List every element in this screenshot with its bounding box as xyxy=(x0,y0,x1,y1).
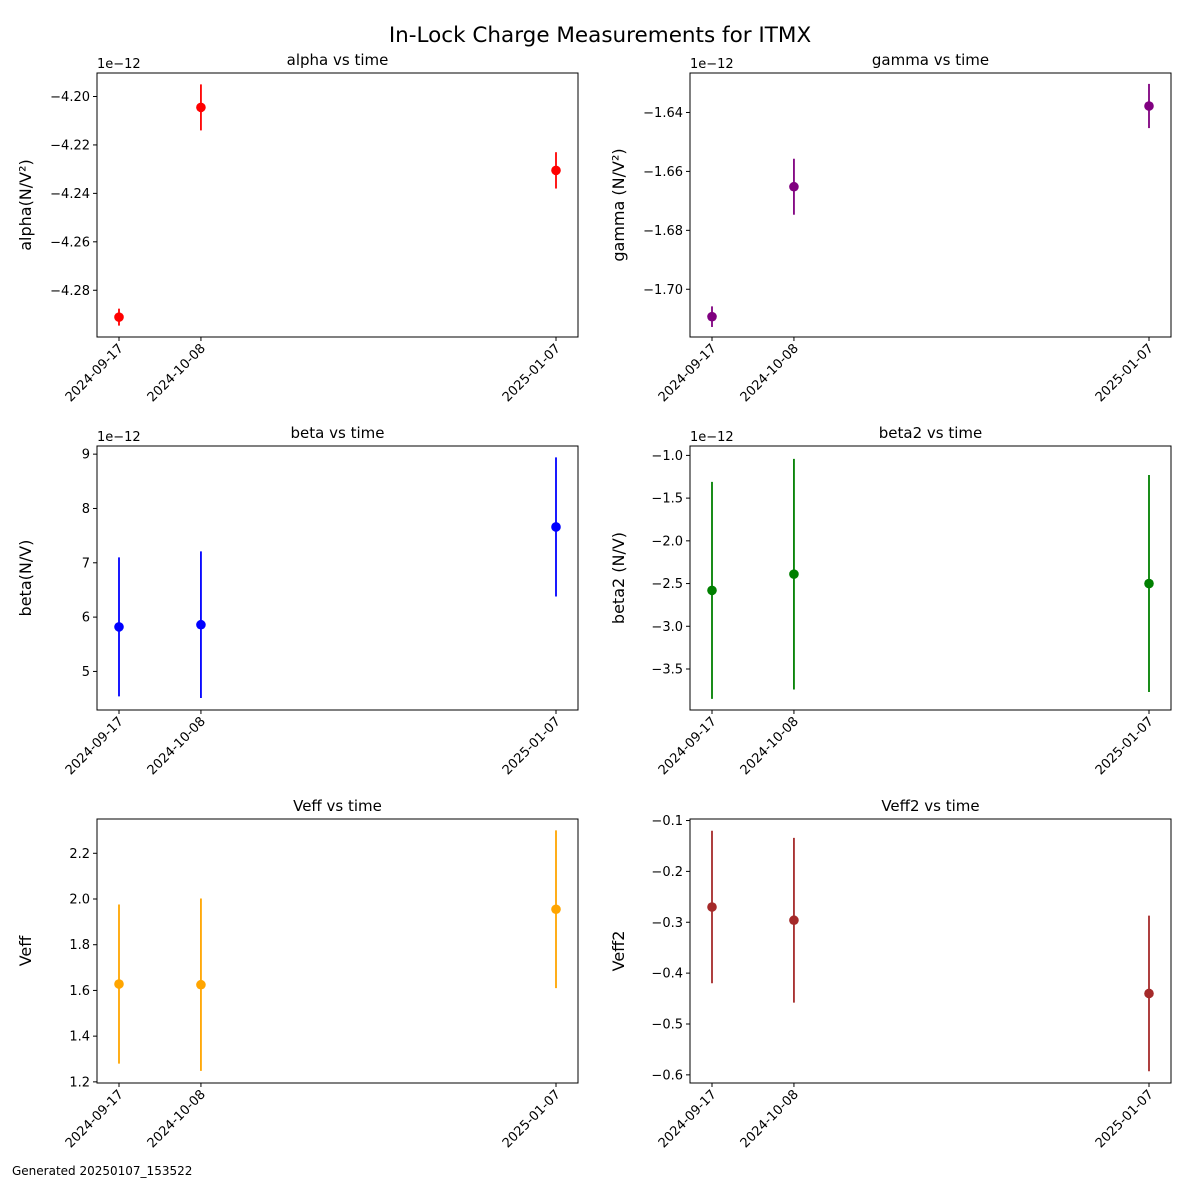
y-offset-label: 1e−12 xyxy=(97,430,141,445)
data-point xyxy=(789,569,799,579)
y-tick-label: 1.4 xyxy=(69,1030,90,1045)
x-tick-label: 2025-01-07 xyxy=(500,341,564,405)
data-point xyxy=(1144,988,1154,999)
subplot: gamma vs time gamma (N/V²) 1e−12 −1.70 −1.68… xyxy=(609,51,1172,405)
y-tick-label: −3.5 xyxy=(651,662,683,677)
subplot-title: Veff vs time xyxy=(293,797,382,815)
axes-frame xyxy=(689,818,1172,1084)
y-tick-label: −1.70 xyxy=(643,283,683,298)
x-tick-label: 2025-01-07 xyxy=(500,714,564,778)
axes-frame xyxy=(96,818,579,1084)
y-tick-label: −4.22 xyxy=(50,138,90,153)
y-axis-label: beta2 (N/V) xyxy=(609,532,628,624)
x-tick-label: 2024-10-08 xyxy=(145,714,209,778)
axes-frame xyxy=(689,72,1172,338)
y-offset-label: 1e−12 xyxy=(690,57,734,72)
x-tick-label: 2024-09-17 xyxy=(63,341,127,405)
subplot-title: gamma vs time xyxy=(872,51,989,69)
subplot-title: alpha vs time xyxy=(287,51,389,69)
y-tick-label: −0.1 xyxy=(651,814,683,829)
y-tick-label: −0.3 xyxy=(651,916,683,931)
y-tick-label: −2.5 xyxy=(651,577,683,592)
y-tick-label: 7 xyxy=(82,556,90,571)
y-tick-label: 9 xyxy=(82,448,90,463)
subplot: Veff vs time Veff 1.2 1.4 1.6 1.8 2.0 2.2 2024-0… xyxy=(16,797,579,1151)
data-point xyxy=(551,522,561,532)
y-tick-label: 2.2 xyxy=(69,847,90,862)
data-point xyxy=(196,619,206,630)
data-point xyxy=(551,904,561,915)
y-tick-label: −1.64 xyxy=(643,106,683,121)
y-tick-label: 5 xyxy=(82,665,90,680)
data-point xyxy=(707,585,717,596)
subplot: beta2 vs time beta2 (N/V) 1e−12 −3.5 −3.0 −2.… xyxy=(609,424,1172,778)
y-axis-label: Veff2 xyxy=(609,931,628,972)
data-point xyxy=(551,165,561,176)
axes-frame xyxy=(96,445,579,711)
data-point xyxy=(789,181,799,192)
subplot: Veff2 vs time Veff2 −0.6 −0.5 −0.4 −0.3 −0.2 −0… xyxy=(609,797,1172,1151)
y-axis-label: beta(N/V) xyxy=(16,540,35,617)
x-tick-label: 2025-01-07 xyxy=(1093,1087,1157,1151)
y-tick-label: −4.26 xyxy=(50,235,90,250)
x-tick-label: 2025-01-07 xyxy=(1093,714,1157,778)
subplot-title: Veff2 vs time xyxy=(881,797,979,815)
data-point xyxy=(114,312,124,322)
x-tick-label: 2024-09-17 xyxy=(656,1087,720,1151)
x-tick-label: 2024-10-08 xyxy=(145,341,209,405)
subplot-title: beta2 vs time xyxy=(879,424,982,442)
y-tick-label: −1.5 xyxy=(651,492,683,507)
y-tick-label: 8 xyxy=(82,502,90,517)
y-tick-label: 6 xyxy=(82,611,90,626)
data-point xyxy=(789,915,799,926)
x-tick-label: 2025-01-07 xyxy=(500,1087,564,1151)
y-axis-label: gamma (N/V²) xyxy=(609,148,628,261)
y-tick-label: −4.28 xyxy=(50,284,90,299)
axes-frame xyxy=(96,72,579,338)
subplot: beta vs time beta(N/V) 1e−12 5 6 7 8 9 2024-09-1… xyxy=(16,424,579,778)
x-tick-label: 2024-09-17 xyxy=(63,1087,127,1151)
data-point xyxy=(1144,101,1154,111)
data-point xyxy=(1144,578,1154,589)
x-tick-label: 2024-10-08 xyxy=(145,1087,209,1151)
y-tick-label: −4.20 xyxy=(50,90,90,105)
y-tick-label: −1.68 xyxy=(643,224,683,239)
data-point xyxy=(196,979,206,990)
y-tick-label: 1.8 xyxy=(69,938,90,953)
y-offset-label: 1e−12 xyxy=(97,57,141,72)
y-tick-label: −0.6 xyxy=(651,1068,683,1083)
data-point xyxy=(114,979,124,989)
x-tick-label: 2025-01-07 xyxy=(1093,341,1157,405)
y-tick-label: −0.4 xyxy=(651,967,683,982)
x-tick-label: 2024-09-17 xyxy=(656,341,720,405)
y-tick-label: 1.6 xyxy=(69,984,90,999)
subplot: alpha vs time alpha(N/V²) 1e−12 −4.28 −4.26 −… xyxy=(16,51,579,405)
generated-footer: Generated 20250107_153522 xyxy=(12,1164,193,1178)
data-point xyxy=(196,102,206,113)
y-offset-label: 1e−12 xyxy=(690,430,734,445)
x-tick-label: 2024-10-08 xyxy=(738,714,802,778)
y-tick-label: −0.2 xyxy=(651,865,683,880)
y-tick-label: −1.0 xyxy=(651,449,683,464)
x-tick-label: 2024-09-17 xyxy=(656,714,720,778)
y-tick-label: −1.66 xyxy=(643,165,683,180)
data-point xyxy=(114,622,124,632)
y-axis-label: Veff xyxy=(16,935,35,967)
y-tick-label: −0.5 xyxy=(651,1017,683,1032)
y-tick-label: −3.0 xyxy=(651,620,683,635)
subplot-title: beta vs time xyxy=(291,424,385,442)
y-tick-label: 2.0 xyxy=(69,893,90,908)
y-tick-label: −4.24 xyxy=(50,187,90,202)
data-point xyxy=(707,902,717,912)
y-axis-label: alpha(N/V²) xyxy=(16,159,35,251)
data-point xyxy=(707,311,717,322)
y-tick-label: 1.2 xyxy=(69,1075,90,1090)
axes-frame xyxy=(689,445,1172,711)
figure-title: In-Lock Charge Measurements for ITMX xyxy=(389,23,812,48)
x-tick-label: 2024-10-08 xyxy=(738,341,802,405)
y-tick-label: −2.0 xyxy=(651,534,683,549)
x-tick-label: 2024-10-08 xyxy=(738,1087,802,1151)
x-tick-label: 2024-09-17 xyxy=(63,714,127,778)
